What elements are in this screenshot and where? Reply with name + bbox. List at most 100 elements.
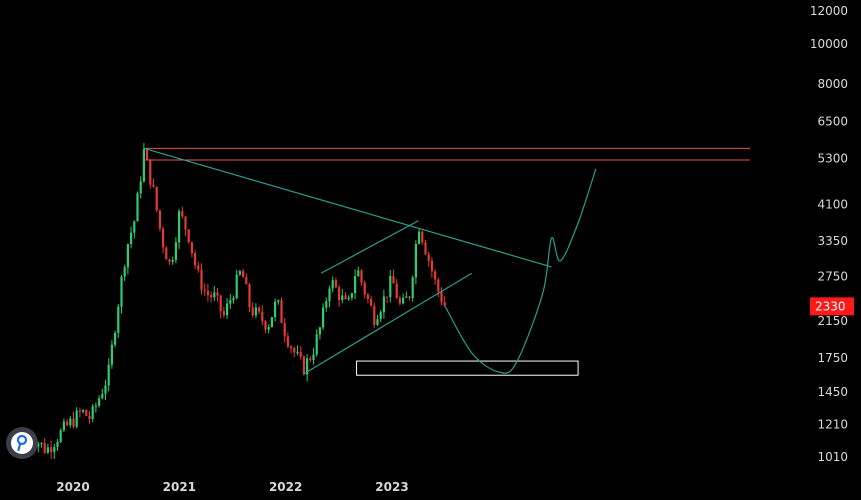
candle-body	[193, 253, 197, 266]
candle-body	[318, 327, 321, 335]
candle-body	[197, 265, 200, 270]
last-price-tag: 2330	[810, 297, 854, 316]
candle-body	[267, 327, 270, 330]
candle-body	[376, 319, 379, 325]
candle-body	[363, 282, 366, 295]
support-box[interactable]	[356, 360, 579, 376]
candle-body	[286, 336, 289, 347]
candle-body	[37, 443, 40, 447]
candle-body	[328, 288, 331, 302]
candle-body	[421, 231, 424, 243]
candle-body	[437, 279, 440, 292]
candle-body	[296, 351, 299, 353]
candle-body	[430, 260, 433, 272]
annotations-layer	[143, 147, 750, 376]
y-tick-label: 3350	[817, 234, 848, 248]
candle-body	[273, 301, 277, 318]
candle-body	[104, 385, 107, 394]
candle-body	[206, 290, 209, 296]
candle-body	[353, 276, 357, 294]
candle-body	[97, 398, 101, 406]
candle-body	[123, 267, 126, 277]
candle-body	[213, 292, 216, 298]
tradingview-logo[interactable]	[6, 427, 38, 459]
candle-body	[229, 300, 232, 304]
candle-body	[158, 210, 161, 229]
candle-body	[302, 356, 305, 375]
y-axis: 12000 10000 8000 6500 5300 4100 3350 2750 2150 17…	[810, 4, 848, 464]
candle-body	[366, 294, 369, 299]
candle-body	[78, 410, 81, 412]
last-price-tag-bg	[810, 297, 854, 316]
candle-body	[414, 243, 417, 278]
candle-body	[101, 393, 104, 399]
candle-body	[43, 442, 46, 453]
candle-body	[321, 307, 325, 328]
candle-body	[184, 216, 187, 230]
candle-body	[347, 297, 350, 300]
candle-body	[398, 298, 401, 304]
candle-body	[155, 186, 158, 211]
y-tick-label: 1750	[817, 351, 848, 365]
candle-body	[395, 283, 398, 299]
candle-body	[382, 296, 385, 313]
candle-body	[225, 303, 229, 316]
candle-body	[94, 405, 97, 407]
candle-body	[440, 291, 443, 303]
candle-body	[174, 242, 177, 260]
last-price-label: 2330	[815, 299, 846, 313]
candle-body	[357, 270, 360, 277]
candle-body	[405, 296, 408, 298]
candle-body	[411, 277, 414, 299]
candle-body	[49, 447, 53, 452]
candle-body	[385, 296, 389, 298]
candle-body	[81, 410, 85, 412]
candle-body	[56, 441, 59, 447]
x-tick-label: 2022	[269, 480, 302, 494]
candle-body	[305, 358, 309, 375]
candle-body	[392, 276, 395, 284]
candle-body	[232, 298, 235, 301]
candle-body	[379, 312, 382, 320]
candle-body	[261, 311, 264, 322]
candle-body	[139, 181, 142, 194]
candle-body	[389, 276, 392, 298]
candle-body	[53, 446, 56, 452]
descending-trendline[interactable]	[143, 147, 552, 268]
candle-body	[219, 295, 222, 312]
projection-path[interactable]	[444, 168, 597, 374]
y-tick-label: 1450	[817, 385, 848, 399]
candle-body	[315, 334, 318, 355]
y-tick-label: 5300	[817, 151, 848, 165]
candle-body	[113, 332, 117, 345]
candle-body	[75, 410, 78, 427]
candle-body	[408, 296, 411, 299]
candle-body	[200, 269, 203, 290]
candle-body	[264, 321, 267, 330]
logo-icon	[11, 432, 33, 454]
x-tick-label: 2021	[163, 480, 196, 494]
candle-body	[65, 421, 69, 426]
candle-body	[341, 295, 344, 301]
candle-body	[171, 259, 174, 262]
candle-body	[72, 418, 75, 427]
candle-body	[145, 149, 149, 160]
candle-body	[110, 344, 113, 365]
candle-body	[165, 247, 168, 260]
candle-body	[117, 306, 120, 333]
candle-body	[120, 276, 123, 307]
candle-body	[283, 322, 286, 337]
candle-body	[293, 348, 296, 353]
y-tick-label: 6500	[817, 114, 848, 128]
channel-lower-line[interactable]	[303, 272, 473, 375]
candle-body	[337, 287, 341, 301]
candle-body	[312, 354, 315, 360]
candle-body	[133, 221, 136, 233]
y-tick-label: 1010	[817, 450, 848, 464]
candle-body	[373, 305, 376, 325]
candle-body	[85, 410, 88, 416]
candle-body	[417, 231, 421, 244]
candles-layer	[27, 142, 446, 460]
channel-upper-line[interactable]	[320, 220, 419, 274]
